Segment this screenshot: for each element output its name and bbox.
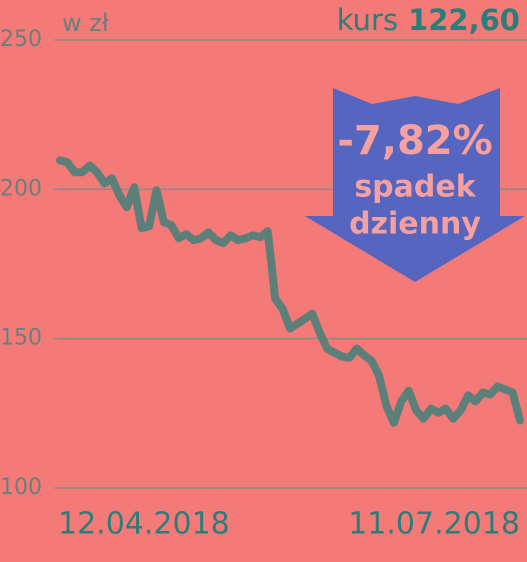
y-tick-label: 150 [0,326,42,351]
price-label: kurs [337,3,398,37]
badge-text: dzienny [349,207,481,242]
price: kurs 122,60 [337,3,520,37]
y-tick-label: 200 [0,176,42,201]
price-value: 122,60 [408,3,520,37]
badge-text: spadek [354,170,476,205]
y-axis-label: w zł [62,9,109,37]
price-line [56,156,524,427]
y-tick-label: 100 [0,475,42,500]
x-tick-label: 12.04.2018 [58,507,230,542]
x-tick-label: 11.07.2018 [348,507,520,542]
y-tick-label: 250 [0,27,42,52]
badge-arrow [305,88,525,282]
badge-change: -7,82% [337,118,492,164]
